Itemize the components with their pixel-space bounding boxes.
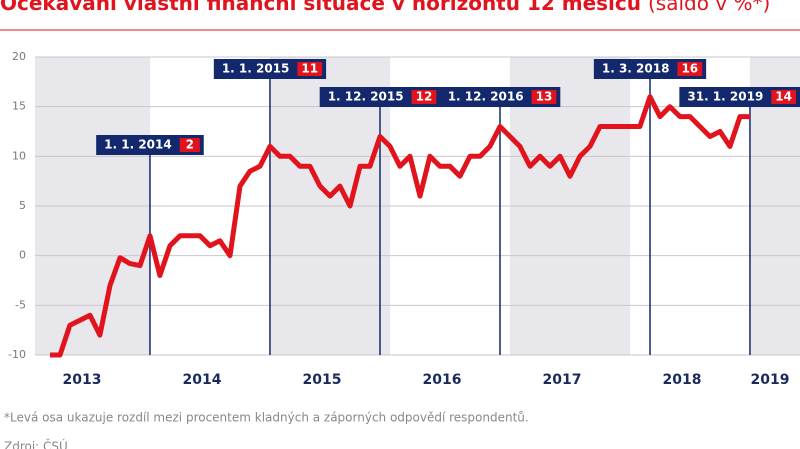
y-tick-label: 10	[12, 149, 26, 162]
annotation-date: 1. 1. 2015	[222, 62, 290, 76]
y-tick-label: 0	[19, 249, 26, 262]
annotation-box	[96, 135, 204, 155]
annotation: 1. 12. 2015 12	[319, 87, 441, 107]
annotation-value: 11	[301, 62, 318, 76]
x-tick-label: 2017	[542, 372, 581, 388]
annotation-value: 13	[536, 90, 553, 104]
annotation-box	[439, 87, 561, 107]
annotation: 1. 3. 2018 16	[593, 59, 707, 79]
footnote: *Levá osa ukazuje rozdíl mezi procentem …	[4, 411, 529, 425]
x-tick-label: 2016	[422, 372, 461, 388]
y-tick-label: -10	[8, 348, 26, 361]
annotation: 1. 1. 2014 2	[96, 135, 204, 155]
chart-title: Očekávání vlastní finanční situace v hor…	[0, 0, 770, 15]
annotation-value: 16	[681, 62, 698, 76]
annotation-box	[319, 87, 441, 107]
annotation-value-box	[411, 90, 437, 104]
x-tick-label: 2019	[751, 372, 790, 388]
annotation-value-box	[297, 62, 323, 76]
y-tick-label: 20	[12, 50, 26, 63]
x-tick-label: 2018	[662, 372, 701, 388]
y-tick-label: 5	[19, 199, 26, 212]
y-tick-label: -5	[15, 298, 26, 311]
annotation: 1. 1. 2015 11	[213, 59, 327, 79]
annotation-value: 2	[186, 138, 194, 152]
annotation-value-box	[531, 90, 557, 104]
annotation-value: 12	[416, 90, 433, 104]
annotation-date: 1. 1. 2014	[104, 138, 172, 152]
annotation-date: 1. 12. 2016	[448, 90, 524, 104]
y-tick-label: 15	[12, 100, 26, 113]
title: Očekávání vlastní finanční situace v hor…	[0, 0, 641, 15]
annotation-date: 31. 1. 2019	[687, 90, 763, 104]
subtitle: (saldo v %*)	[648, 0, 770, 15]
annotation-value-box	[677, 62, 703, 76]
x-tick-label: 2015	[302, 372, 341, 388]
plot	[35, 56, 800, 356]
annotation-value-box	[771, 90, 796, 104]
annotation: 31. 1. 2019 14	[679, 87, 800, 107]
source: Zdroj: ČSÚ	[4, 439, 68, 449]
annotation-value: 14	[775, 90, 792, 104]
x-tick-label: 2013	[62, 372, 101, 388]
annotation-value-box	[179, 138, 200, 152]
line	[50, 94, 750, 358]
annotation-date: 1. 12. 2015	[328, 90, 404, 104]
annotation: 1. 12. 2016 13	[439, 87, 561, 107]
annotation-date: 1. 3. 2018	[602, 62, 670, 76]
annotation-box	[679, 87, 800, 107]
x-tick-label: 2014	[182, 372, 221, 388]
